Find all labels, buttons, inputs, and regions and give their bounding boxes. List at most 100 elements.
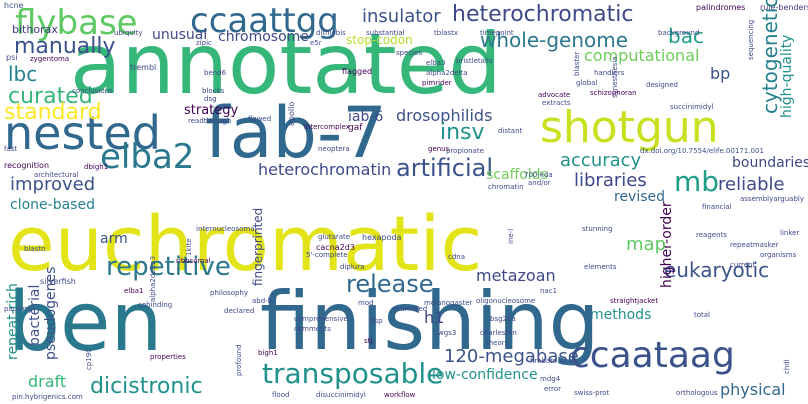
word-cacna2d3: cacna2d3 <box>316 243 355 252</box>
word-insv: insv <box>440 120 485 145</box>
word-5-complete: 5'-complete <box>306 251 348 259</box>
word-flybase: flybase <box>15 3 138 43</box>
word-trembl: trembl <box>130 63 157 72</box>
word-global: global <box>576 79 598 87</box>
word-fab-7: fab-7 <box>205 92 387 174</box>
word-assemblyarguably: assemblyarguably <box>740 195 804 203</box>
word-draft: draft <box>28 372 67 391</box>
word-accuracy: accuracy <box>560 150 642 171</box>
word-glutarate: glutarate <box>318 233 351 241</box>
word-charleston: charleston <box>480 329 517 337</box>
word-repetitive: repetitive <box>106 252 231 282</box>
word-flood: flood <box>272 391 290 399</box>
word-drosophilids: drosophilids <box>396 106 493 125</box>
word-flawed: flawed <box>248 115 272 123</box>
word-palindromes: palindromes <box>696 3 746 12</box>
word-profound: profound <box>235 344 243 376</box>
word-pin-hybrigenics: pin.hybrigenics.com <box>12 393 83 401</box>
word-rule-benders: rule-benders <box>760 3 808 12</box>
word-estimated: estimated <box>392 305 428 313</box>
word-alpha2delta3: alpha2delta3 <box>149 255 157 302</box>
word-bigh1: bigh1 <box>258 349 278 357</box>
word-substantial: substantial <box>366 29 405 37</box>
word-insulator: insulator <box>362 6 441 27</box>
word-intercomplex: intercomplex <box>304 123 350 131</box>
word-reagents: reagents <box>696 231 727 239</box>
word-bacterial: bacterial <box>27 284 43 346</box>
word-nac1: nac1 <box>540 287 558 295</box>
word-elba2: elba2 <box>100 137 195 177</box>
word-workflow: workflow <box>384 391 416 399</box>
word-current: current <box>730 261 756 269</box>
word-arm: arm <box>100 231 128 247</box>
word-chdl: chdl <box>783 359 791 374</box>
word-repeat-rich: repeat-rich <box>5 283 21 360</box>
word-abd-b: abd-b <box>252 297 273 305</box>
word-lbc: lbc <box>8 62 38 86</box>
word-total: total <box>694 311 711 319</box>
word-apollo: apollo <box>287 101 296 126</box>
word-zygentoma: zygentoma <box>30 55 70 63</box>
word-finishing: finishing <box>260 275 600 368</box>
word-recognition: recognition <box>4 161 50 170</box>
word-clone-based: clone-based <box>10 197 95 213</box>
word-handlers: handlers <box>594 69 625 77</box>
word-bend6: bend6 <box>204 69 227 77</box>
word-fast: fast <box>4 145 18 153</box>
word-theory: theory <box>486 339 509 347</box>
word-extracts: extracts <box>542 99 571 107</box>
word-tblastx: tblastx <box>434 29 458 37</box>
word-annotated: annotated <box>70 15 502 113</box>
word-genus: genus <box>428 145 450 153</box>
word-internucleosomal: internucleosomal <box>196 225 257 233</box>
word-financial: financial <box>702 203 732 211</box>
word-bac: bac <box>668 24 704 48</box>
word-elements: elements <box>584 263 617 271</box>
word-background: background <box>658 29 700 37</box>
word-chromatin: chromatin <box>488 183 524 191</box>
word-architectural: architectural <box>34 171 79 179</box>
word-wgs3: wgs3 <box>438 329 457 337</box>
word-distant: distant <box>498 127 523 135</box>
word-120-megabase: 120-megabase <box>444 346 579 367</box>
word-release: release <box>346 270 434 298</box>
word-cdna: cdna <box>448 253 466 261</box>
word-bsg25a: bsg25a <box>490 315 516 323</box>
word-strategy: strategy <box>184 103 239 118</box>
word-1kite: 1kite <box>185 238 193 256</box>
word-scaffolds: scaffolds <box>486 167 548 183</box>
word-orthologous: orthologous <box>676 389 718 397</box>
word-advocate: advocate <box>538 91 571 99</box>
word-ine-l: ine-l <box>507 228 515 244</box>
word-curated: curated <box>8 84 93 109</box>
word-unusual: unusual <box>152 27 208 43</box>
word-schizophoran: schizophoran <box>590 89 637 97</box>
word-straightjacket: straightjacket <box>610 297 659 305</box>
word-high-quality: high-quality <box>779 34 795 118</box>
word-neoptera: neoptera <box>318 145 350 153</box>
word-map: map <box>626 234 666 255</box>
word-readthrough: readthrough <box>188 117 232 125</box>
word-conclusions: conclusions <box>72 87 113 95</box>
word-eukaryotic: eukaryotic <box>664 258 770 282</box>
word-alpha2delta: alpha2delta <box>426 69 468 77</box>
word-reliable: reliable <box>718 174 785 195</box>
word-manually: manually <box>14 34 116 59</box>
word-repeatmasker: repeatmasker <box>730 241 779 249</box>
word-metazoan: metazoan <box>476 266 556 285</box>
word-pimrider: pimrider <box>422 79 452 87</box>
word-elba3: elba3 <box>426 59 446 67</box>
word-bithorax: bithorax <box>12 23 58 36</box>
word-oligonucleosome: oligonucleosome <box>476 297 536 305</box>
word-ben: ben <box>8 275 163 370</box>
word-e5r: e5r <box>310 39 322 47</box>
word-700-kda: 700-kda <box>524 171 553 179</box>
word-gaf: gaf <box>348 123 363 133</box>
word-blaster: blaster <box>573 51 581 76</box>
word-comments: comments <box>294 325 331 333</box>
word-elba1: elba1 <box>124 287 144 295</box>
word-philosophy: philosophy <box>210 289 249 297</box>
word-whole-genome: whole-genome <box>480 28 629 52</box>
word-blocks: blocks <box>202 87 225 95</box>
word-mdg4: mdg4 <box>540 375 561 383</box>
